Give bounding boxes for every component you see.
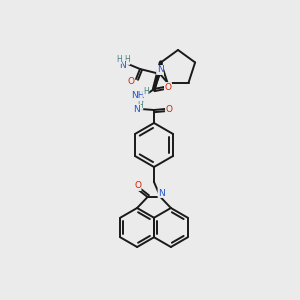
Text: H: H: [124, 56, 130, 64]
Text: N: N: [158, 188, 165, 197]
Text: H: H: [143, 88, 149, 97]
Text: H: H: [137, 100, 143, 109]
Text: O: O: [166, 104, 172, 113]
Text: N: N: [157, 65, 164, 74]
Text: O: O: [134, 182, 141, 190]
Text: N: N: [134, 104, 140, 113]
Text: O: O: [128, 76, 134, 85]
Text: H: H: [116, 55, 122, 64]
Text: N: N: [120, 61, 126, 70]
Text: NH: NH: [131, 92, 145, 100]
Text: O: O: [164, 82, 172, 91]
